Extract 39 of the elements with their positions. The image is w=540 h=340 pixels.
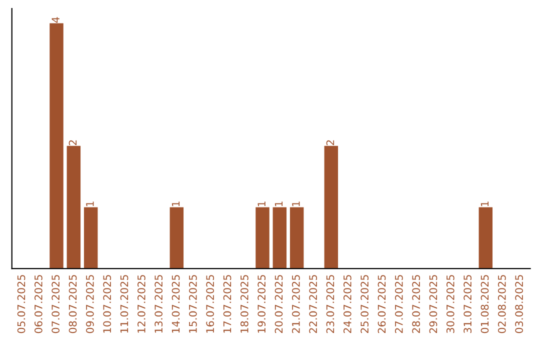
data-label: 1 [274, 202, 283, 206]
x-tick-label: 29.07.2025 [429, 275, 438, 334]
data-label: 1 [86, 202, 94, 206]
x-tick-label: 15.07.2025 [188, 275, 197, 333]
x-tick-label: 31.07.2025 [464, 275, 472, 334]
data-label: 1 [292, 202, 300, 206]
x-tick-label: 06.07.2025 [34, 275, 42, 334]
x-tick-label: 25.07.2025 [360, 275, 369, 334]
x-tick-label: 21.07.2025 [292, 275, 300, 334]
x-tick-label: 02.08.2025 [498, 275, 506, 334]
data-label: 4 [52, 17, 60, 23]
x-tick-label: 13.07.2025 [154, 275, 163, 333]
data-label: 1 [480, 202, 489, 206]
x-tick-label: 11.07.2025 [120, 275, 128, 333]
x-tick-label: 26.07.2025 [378, 275, 386, 334]
x-tick-label: 23.07.2025 [326, 275, 334, 334]
x-tick-label: 09.07.2025 [86, 275, 94, 334]
x-tick-label: 03.08.2025 [515, 275, 524, 334]
x-tick-label: 24.07.2025 [343, 275, 352, 334]
x-tick-label: 30.07.2025 [446, 275, 454, 334]
x-tick-label: 19.07.2025 [258, 275, 266, 333]
x-tick-label: 18.07.2025 [240, 275, 248, 333]
x-tick-label: 22.07.2025 [309, 275, 318, 334]
x-tick-label: 12.07.2025 [137, 275, 146, 333]
x-tick-label: 14.07.2025 [172, 275, 180, 333]
x-tick-label: 28.07.2025 [412, 275, 420, 334]
data-label: 2 [326, 140, 334, 146]
data-label: 2 [68, 140, 77, 146]
data-label: 1 [172, 202, 180, 206]
x-tick-label: 05.07.2025 [17, 275, 26, 334]
x-tick-label: 08.07.2025 [68, 275, 77, 334]
x-tick-label: 17.07.2025 [223, 275, 232, 333]
x-tick-label: 20.07.2025 [274, 275, 283, 334]
data-label: 1 [258, 202, 266, 206]
x-tick-label: 01.08.2025 [480, 275, 489, 334]
x-tick-label: 07.07.2025 [52, 275, 60, 334]
x-tick-label: 10.07.2025 [103, 275, 112, 333]
x-tick-label: 27.07.2025 [394, 275, 403, 334]
x-tick-label: 16.07.2025 [206, 275, 214, 333]
